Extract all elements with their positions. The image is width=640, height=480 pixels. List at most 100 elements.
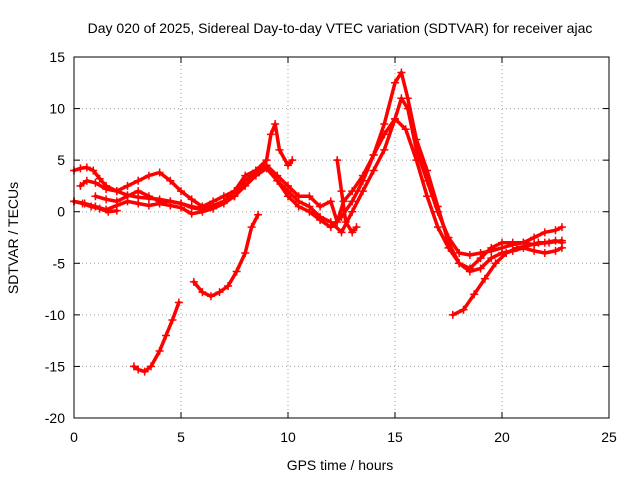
data-point [187,195,196,204]
data-point [134,176,143,185]
y-tick-label: 0 [57,204,65,220]
data-point [91,192,100,201]
y-axis-label: SDTVAR / TECUs [5,182,21,294]
data-point [247,223,256,232]
data-point [76,164,85,173]
data-point [224,281,233,290]
data-point [95,174,104,183]
data-point [123,181,132,190]
y-tick-label: 5 [57,152,65,168]
data-point [140,367,149,376]
data-point [337,228,346,237]
x-tick-label: 20 [494,429,510,445]
data-point [198,207,207,216]
y-tick-label: -15 [45,358,65,374]
series-trace-5 [70,197,121,216]
data-point [215,288,224,297]
data-point [147,362,156,371]
data-point [241,181,250,190]
data-point [316,215,325,224]
x-tick-label: 5 [177,429,185,445]
data-point [241,171,250,180]
data-point [397,94,406,103]
series-trace-8 [448,236,566,319]
data-point [433,207,442,216]
data-point [551,246,560,255]
axis-ticks: 0 5 10 15 20 25 -20 -15 -10 -5 0 5 10 15 [45,49,617,445]
data-point [82,163,91,172]
data-point [348,207,357,216]
y-tick-label: -10 [45,307,65,323]
data-point [444,233,453,242]
data-point [401,125,410,134]
data-point [523,241,532,250]
y-tick-label: -5 [53,255,66,271]
data-point [487,246,496,255]
data-point [444,243,453,252]
data-point [557,243,566,252]
data-point [102,185,111,194]
data-point [187,209,196,218]
data-point [177,203,185,212]
data-point [358,187,367,196]
data-point [545,238,554,247]
data-point [76,181,85,190]
data-point [254,210,263,219]
data-point [155,199,164,208]
data-point [273,176,282,185]
data-point [129,362,138,371]
y-tick-label: -20 [45,410,65,426]
chart-title: Day 020 of 2025, Sidereal Day-to-day VTE… [88,20,593,36]
x-tick-label: 25 [601,429,617,445]
data-point [112,187,121,196]
data-point [403,104,412,113]
data-point [266,130,275,139]
data-point [459,305,468,314]
data-point [232,267,241,276]
data-point [557,236,566,245]
data-point [352,223,361,232]
data-point [412,156,421,165]
x-tick-label: 15 [387,429,403,445]
y-tick-label: 15 [49,49,65,65]
data-point [134,199,143,208]
data-point [397,68,406,77]
data-point [230,192,239,201]
data-point [380,130,389,139]
data-point [540,248,549,257]
series-trace-6 [129,298,183,376]
data-point [95,204,104,213]
data-point [87,202,96,211]
data-point [275,145,284,154]
data-point [288,156,297,165]
data-point [487,254,496,263]
data-point [241,248,250,257]
data-point [348,197,357,206]
data-point [534,238,543,247]
data-point [333,156,342,165]
data-point [557,223,566,232]
data-point [271,120,280,129]
data-point [465,267,474,276]
data-point [198,288,207,297]
data-point [144,171,153,180]
x-tick-label: 0 [70,429,78,445]
data-point [134,365,143,374]
x-tick-label: 10 [280,429,296,445]
data-point [251,171,260,180]
series-trace-9 [333,156,361,237]
data-point [423,176,432,185]
data-point [144,201,153,210]
data-point [89,166,98,175]
data-point [155,168,164,177]
data-point [187,202,196,211]
data-point [104,207,113,216]
data-point [177,187,185,196]
data-point [502,248,511,257]
plot-frame [73,56,610,419]
data-point [219,199,228,208]
data-point [476,264,485,273]
data-point [82,176,91,185]
data-point [540,228,549,237]
